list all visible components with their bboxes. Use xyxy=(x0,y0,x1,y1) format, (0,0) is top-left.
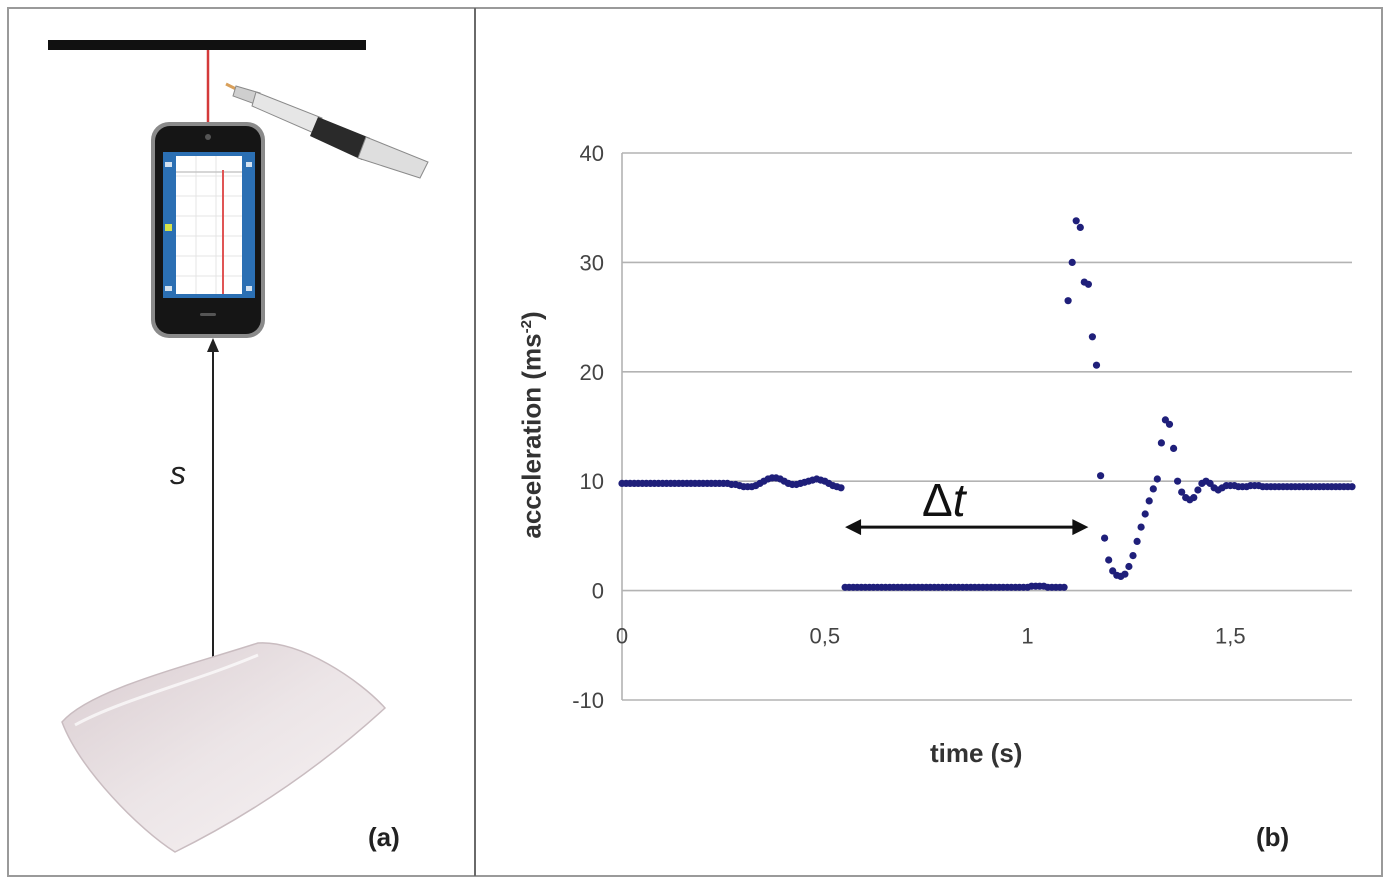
panel-a-label: (a) xyxy=(368,822,400,852)
y-tick-label: -10 xyxy=(572,688,604,713)
data-point xyxy=(1125,562,1133,571)
data-point xyxy=(1149,485,1157,493)
data-point xyxy=(1170,444,1178,452)
pillow-icon xyxy=(61,642,387,853)
delta-t-label: Δt xyxy=(922,473,966,527)
data-point xyxy=(1084,280,1092,288)
gridlines xyxy=(621,152,1352,701)
data-point xyxy=(1174,477,1182,485)
data-point xyxy=(1097,472,1105,480)
smartphone-icon xyxy=(151,122,265,338)
data-point xyxy=(1068,258,1076,266)
data-point xyxy=(1088,333,1096,341)
data-point xyxy=(1137,523,1145,531)
data-point xyxy=(1129,552,1137,560)
data-point xyxy=(1348,483,1356,491)
data-point xyxy=(1157,439,1165,447)
data-point xyxy=(1060,583,1068,591)
distance-label: s xyxy=(170,455,186,491)
delta-t-arrowhead-left xyxy=(845,519,862,536)
acceleration-chart: 0 0,5 1 1,5 -10 0 10 20 30 40 xyxy=(572,141,1356,713)
y-axis-title-text: acceleration (ms xyxy=(516,333,547,539)
data-point xyxy=(1076,223,1084,231)
data-point xyxy=(1190,494,1198,502)
x-tick-label: 1 xyxy=(1021,624,1033,649)
data-point xyxy=(837,484,845,492)
lighter-icon xyxy=(225,82,429,179)
y-tick-labels: -10 0 10 20 30 40 xyxy=(572,141,604,713)
y-tick-label: 20 xyxy=(580,360,604,385)
delta-t-annotation xyxy=(845,519,1089,536)
data-point xyxy=(1133,537,1141,546)
y-axis-title-sup: -2 xyxy=(517,320,535,334)
y-tick-label: 40 xyxy=(580,141,604,166)
data-point xyxy=(1145,497,1153,505)
delta-t-arrowhead-right xyxy=(1072,519,1089,536)
data-point xyxy=(1101,534,1109,542)
data-point xyxy=(1064,297,1072,305)
figure-border xyxy=(7,7,1383,877)
ceiling-bar xyxy=(48,40,366,50)
y-tick-label: 10 xyxy=(580,469,604,494)
data-point xyxy=(1153,475,1161,483)
panel-b-label: (b) xyxy=(1256,822,1290,852)
data-point xyxy=(1194,486,1202,494)
data-point xyxy=(1072,217,1080,225)
y-tick-label: 0 xyxy=(592,579,604,604)
data-point xyxy=(1105,556,1113,564)
x-axis-title: time (s) xyxy=(930,738,1023,768)
panel-a-illustration xyxy=(48,40,429,853)
data-points xyxy=(618,217,1356,591)
data-point xyxy=(1165,420,1174,428)
y-axis-title-close: ) xyxy=(516,311,547,321)
data-point xyxy=(1121,570,1129,578)
data-point xyxy=(1178,488,1186,496)
x-tick-label: 0,5 xyxy=(809,624,840,649)
t-symbol: t xyxy=(952,474,966,526)
delta-symbol: Δ xyxy=(922,474,953,526)
data-point xyxy=(1141,510,1149,518)
data-point xyxy=(1092,361,1101,369)
y-tick-label: 30 xyxy=(580,250,604,275)
x-tick-label: 1,5 xyxy=(1215,624,1246,649)
x-tick-labels: 0 0,5 1 1,5 xyxy=(616,624,1246,649)
x-tick-label: 0 xyxy=(616,624,628,649)
